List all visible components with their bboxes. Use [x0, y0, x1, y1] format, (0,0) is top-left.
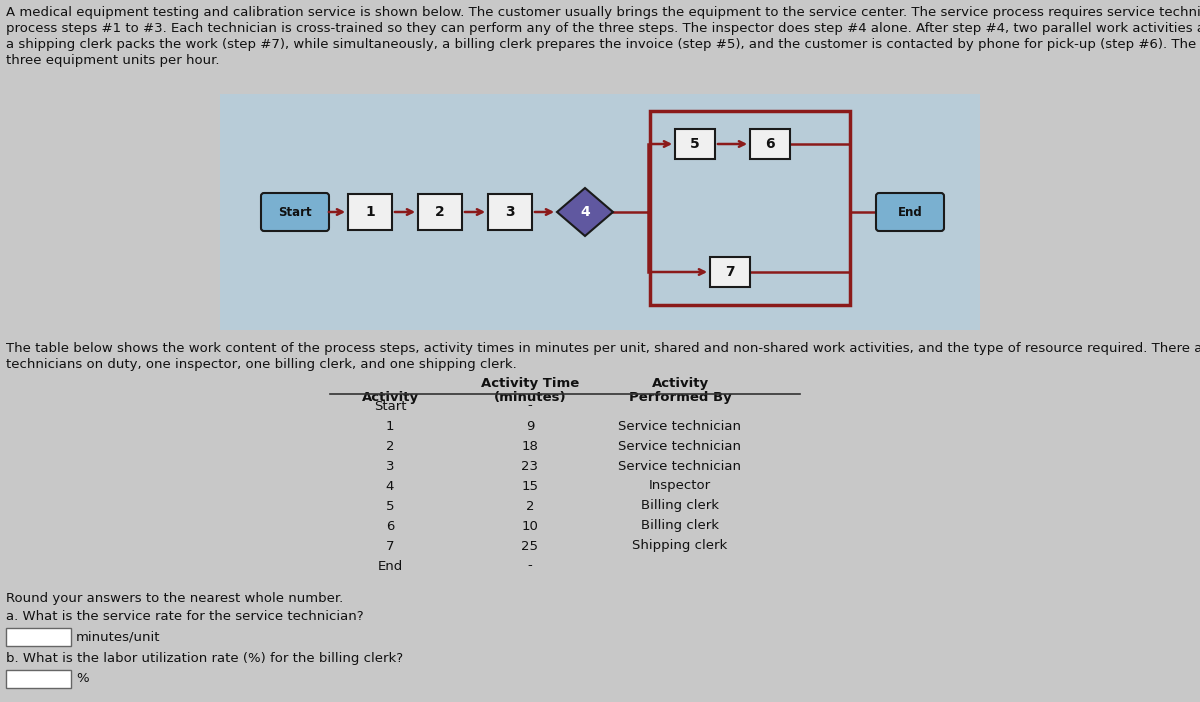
- Text: b. What is the labor utilization rate (%) for the billing clerk?: b. What is the labor utilization rate (%…: [6, 652, 403, 665]
- Text: End: End: [377, 559, 403, 573]
- FancyBboxPatch shape: [262, 193, 329, 231]
- Text: 5: 5: [690, 137, 700, 151]
- Text: 7: 7: [385, 540, 395, 552]
- Text: Shipping clerk: Shipping clerk: [632, 540, 727, 552]
- Bar: [674, 129, 715, 159]
- Text: technicians on duty, one inspector, one billing clerk, and one shipping clerk.: technicians on duty, one inspector, one …: [6, 358, 517, 371]
- Text: Service technician: Service technician: [618, 420, 742, 432]
- Text: 1: 1: [365, 205, 374, 219]
- Text: Start: Start: [373, 399, 407, 413]
- Text: The table below shows the work content of the process steps, activity times in m: The table below shows the work content o…: [6, 342, 1200, 355]
- Text: %: %: [76, 673, 89, 685]
- Text: End: End: [898, 206, 923, 218]
- Text: Start: Start: [278, 206, 312, 218]
- Text: Performed By: Performed By: [629, 391, 731, 404]
- Text: Activity: Activity: [652, 377, 708, 390]
- Text: 18: 18: [522, 439, 539, 453]
- Text: 2: 2: [526, 500, 534, 512]
- Bar: [650, 111, 850, 305]
- Text: 3: 3: [385, 460, 395, 472]
- Bar: [220, 94, 980, 330]
- Text: -: -: [528, 559, 533, 573]
- Text: 2: 2: [436, 205, 445, 219]
- Text: Inspector: Inspector: [649, 479, 712, 493]
- Text: 1: 1: [385, 420, 395, 432]
- Text: process steps #1 to #3. Each technician is cross-trained so they can perform any: process steps #1 to #3. Each technician …: [6, 22, 1200, 35]
- Text: Round your answers to the nearest whole number.: Round your answers to the nearest whole …: [6, 592, 343, 605]
- Bar: [488, 194, 532, 230]
- Text: 4: 4: [580, 205, 590, 219]
- Bar: [710, 257, 750, 287]
- Bar: [6, 628, 71, 646]
- Text: 5: 5: [385, 500, 395, 512]
- Text: A medical equipment testing and calibration service is shown below. The customer: A medical equipment testing and calibrat…: [6, 6, 1200, 19]
- Polygon shape: [557, 188, 613, 236]
- Text: -: -: [528, 399, 533, 413]
- Text: 2: 2: [385, 439, 395, 453]
- Text: 25: 25: [522, 540, 539, 552]
- Text: three equipment units per hour.: three equipment units per hour.: [6, 54, 220, 67]
- Text: Service technician: Service technician: [618, 439, 742, 453]
- Text: a shipping clerk packs the work (step #7), while simultaneously, a billing clerk: a shipping clerk packs the work (step #7…: [6, 38, 1200, 51]
- Text: 23: 23: [522, 460, 539, 472]
- Text: Activity Time: Activity Time: [481, 377, 580, 390]
- Bar: [750, 129, 790, 159]
- Text: 3: 3: [505, 205, 515, 219]
- Text: Billing clerk: Billing clerk: [641, 519, 719, 533]
- Text: a. What is the service rate for the service technician?: a. What is the service rate for the serv…: [6, 610, 364, 623]
- Text: 10: 10: [522, 519, 539, 533]
- Text: 9: 9: [526, 420, 534, 432]
- Text: Billing clerk: Billing clerk: [641, 500, 719, 512]
- Text: Activity: Activity: [361, 391, 419, 404]
- Text: 6: 6: [766, 137, 775, 151]
- Text: 4: 4: [386, 479, 394, 493]
- Text: 7: 7: [725, 265, 734, 279]
- Bar: [418, 194, 462, 230]
- Bar: [348, 194, 392, 230]
- Text: minutes/unit: minutes/unit: [76, 630, 161, 644]
- Text: (minutes): (minutes): [493, 391, 566, 404]
- FancyBboxPatch shape: [876, 193, 944, 231]
- Bar: [6, 670, 71, 688]
- Text: 15: 15: [522, 479, 539, 493]
- Text: Service technician: Service technician: [618, 460, 742, 472]
- Text: 6: 6: [386, 519, 394, 533]
